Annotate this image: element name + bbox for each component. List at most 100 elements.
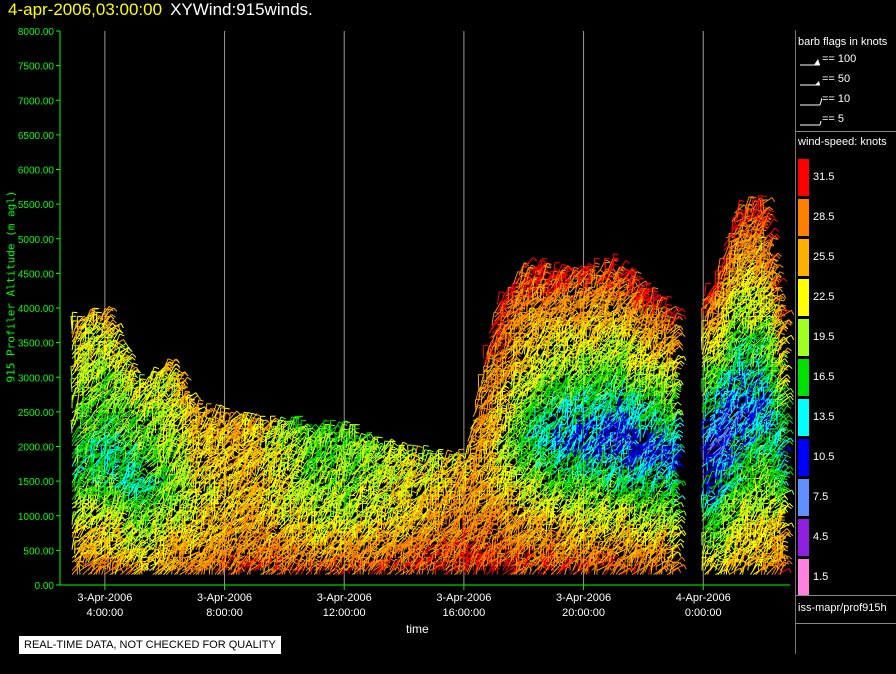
wind-barb (186, 395, 189, 409)
y-tick-label: 8000.00 (18, 27, 55, 38)
wind-barb (76, 520, 78, 534)
wind-barb (98, 528, 101, 542)
wind-barb-flag (99, 470, 105, 473)
wind-barb (87, 357, 89, 372)
wind-barb (221, 528, 224, 542)
wind-barb (113, 507, 116, 521)
wind-barb (114, 371, 121, 384)
wind-barb (76, 478, 80, 492)
wind-barb (84, 478, 90, 492)
y-tick-label: 7500.00 (18, 62, 55, 73)
wind-barb (105, 436, 108, 451)
x-tick-date-label: 3-Apr-2006 (317, 592, 372, 604)
wind-barb (98, 423, 108, 434)
wind-barb (111, 445, 117, 459)
wind-barb (112, 479, 124, 488)
wind-barb (208, 507, 210, 521)
wind-barb (100, 420, 103, 434)
wind-barb (79, 409, 88, 422)
wind-barb (82, 432, 86, 446)
wind-barb-flag (133, 362, 139, 366)
wind-barb (117, 538, 126, 550)
wind-barb (167, 449, 170, 463)
wind-barb (93, 337, 96, 351)
wind-barb (198, 482, 201, 496)
wind-barb (93, 441, 96, 455)
wind-barb (70, 378, 73, 392)
wind-barb (84, 487, 90, 500)
wind-barb-flag (196, 407, 202, 409)
wind-barb (95, 515, 98, 529)
wind-barb (98, 414, 111, 422)
wind-barb-flag (132, 353, 137, 358)
y-tick-label: 6000.00 (18, 166, 55, 177)
wind-barb (90, 315, 100, 326)
wind-barb (74, 333, 78, 347)
wind-barb (103, 482, 105, 496)
wind-barb (98, 557, 104, 571)
wind-barb (95, 489, 109, 497)
wind-barb (108, 524, 111, 538)
x-tick-time-label: 8:00:00 (206, 607, 243, 619)
wind-barb (117, 465, 128, 476)
wind-barb (117, 412, 123, 426)
wind-barb (74, 345, 76, 359)
wind-barb (71, 426, 80, 438)
wind-barb (106, 457, 109, 471)
wind-barb (221, 557, 224, 571)
wind-barb (110, 478, 113, 492)
wind-barb (113, 399, 116, 413)
wind-barb-flag (115, 324, 121, 327)
wind-barb (101, 532, 104, 546)
wind-barb (111, 503, 113, 517)
wind-barb (87, 325, 100, 335)
wind-barb (82, 534, 95, 542)
wind-barb (176, 532, 178, 546)
wind-barb (79, 414, 90, 426)
wind-barb (94, 544, 97, 559)
wind-barb (106, 462, 112, 476)
x-tick-time-label: 20:00:00 (562, 607, 605, 619)
wind-barb-flag (81, 378, 87, 380)
wind-barb (74, 325, 81, 338)
wind-barb (70, 316, 73, 330)
wind-barb (90, 399, 93, 413)
wind-barb (90, 397, 100, 409)
y-tick-label: 1000.00 (18, 512, 55, 523)
wind-barb (112, 338, 124, 347)
wind-barb (114, 521, 123, 534)
wind-barb (95, 395, 101, 409)
wind-barb-flag (224, 407, 230, 410)
wind-barb (117, 355, 130, 364)
wind-barb (77, 341, 89, 351)
wind-barb-flag (116, 445, 122, 449)
x-tick-time-label: 4:00:00 (87, 607, 124, 619)
wind-barb (103, 412, 107, 426)
wind-barb (104, 371, 116, 380)
wind-barb (192, 507, 195, 521)
wind-barb (79, 563, 92, 571)
wind-barb (101, 364, 114, 372)
wind-barb (79, 445, 83, 459)
wind-barb-flag (85, 525, 91, 529)
wind-barb (106, 507, 108, 521)
wind-barb (117, 392, 125, 405)
wind-barb (106, 445, 112, 459)
wind-barb (71, 320, 74, 334)
wind-barb (79, 525, 87, 538)
wind-barb (82, 370, 85, 384)
wind-barb (90, 541, 95, 554)
wind-barb (71, 447, 80, 459)
wind-barb (84, 353, 87, 367)
wind-barb-flag (118, 330, 124, 334)
wind-barb (93, 495, 97, 509)
wind-barb (79, 495, 82, 509)
wind-barb (76, 525, 85, 538)
wind-barb-flag (120, 346, 126, 350)
wind-barb (98, 379, 104, 392)
wind-barb (77, 473, 87, 484)
wind-barb (103, 402, 113, 413)
wind-barb (111, 324, 116, 338)
wind-barb (103, 449, 109, 463)
